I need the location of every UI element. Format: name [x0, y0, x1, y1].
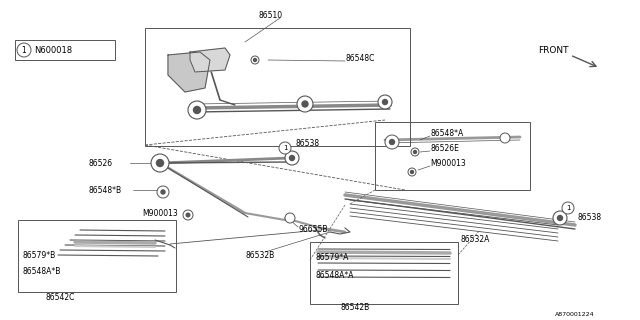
- Text: 86548A*B: 86548A*B: [22, 268, 60, 276]
- Text: A870001224: A870001224: [555, 313, 595, 317]
- Bar: [145, 28, 410, 146]
- Text: 86548C: 86548C: [345, 53, 374, 62]
- Circle shape: [251, 56, 259, 64]
- Circle shape: [193, 107, 200, 114]
- Circle shape: [553, 211, 567, 225]
- Text: 86538: 86538: [578, 213, 602, 222]
- Circle shape: [410, 171, 413, 173]
- Circle shape: [413, 150, 417, 154]
- Circle shape: [253, 59, 257, 61]
- Circle shape: [390, 140, 394, 145]
- Circle shape: [186, 213, 190, 217]
- Circle shape: [557, 215, 563, 220]
- Bar: [18, 220, 176, 292]
- Text: N600018: N600018: [34, 45, 72, 54]
- Bar: [375, 122, 530, 190]
- Circle shape: [285, 151, 299, 165]
- Circle shape: [279, 142, 291, 154]
- Polygon shape: [190, 48, 230, 72]
- Text: 86542C: 86542C: [45, 293, 75, 302]
- Circle shape: [411, 148, 419, 156]
- Circle shape: [157, 186, 169, 198]
- Circle shape: [188, 101, 206, 119]
- Text: 86548A*A: 86548A*A: [315, 270, 353, 279]
- Circle shape: [157, 159, 163, 166]
- Circle shape: [383, 100, 387, 105]
- Circle shape: [385, 135, 399, 149]
- Bar: [310, 242, 458, 304]
- Circle shape: [161, 190, 165, 194]
- Circle shape: [297, 96, 313, 112]
- Text: 1: 1: [566, 205, 570, 211]
- Text: 86532A: 86532A: [460, 236, 490, 244]
- Text: 86579*A: 86579*A: [315, 253, 348, 262]
- Circle shape: [302, 101, 308, 107]
- Text: 86526: 86526: [88, 158, 112, 167]
- Circle shape: [378, 95, 392, 109]
- Text: 86526E: 86526E: [430, 143, 459, 153]
- Text: 86510: 86510: [258, 11, 282, 20]
- Text: 96655B: 96655B: [298, 226, 328, 235]
- Text: FRONT: FRONT: [538, 45, 568, 54]
- Circle shape: [408, 168, 416, 176]
- Text: M900013: M900013: [142, 210, 178, 219]
- Text: 86538: 86538: [295, 139, 319, 148]
- Text: 1: 1: [283, 145, 287, 151]
- Text: 86579*B: 86579*B: [22, 251, 55, 260]
- Circle shape: [285, 213, 295, 223]
- Text: 86548*B: 86548*B: [88, 186, 121, 195]
- Circle shape: [562, 202, 574, 214]
- Text: 1: 1: [22, 45, 26, 54]
- Circle shape: [151, 154, 169, 172]
- Polygon shape: [168, 52, 210, 92]
- Bar: [15, 40, 115, 60]
- Circle shape: [17, 43, 31, 57]
- Circle shape: [500, 133, 510, 143]
- Text: 86548*A: 86548*A: [430, 129, 463, 138]
- Text: 86532B: 86532B: [245, 251, 275, 260]
- Circle shape: [289, 156, 294, 161]
- Text: M900013: M900013: [430, 158, 466, 167]
- Circle shape: [183, 210, 193, 220]
- Text: 86542B: 86542B: [340, 303, 370, 313]
